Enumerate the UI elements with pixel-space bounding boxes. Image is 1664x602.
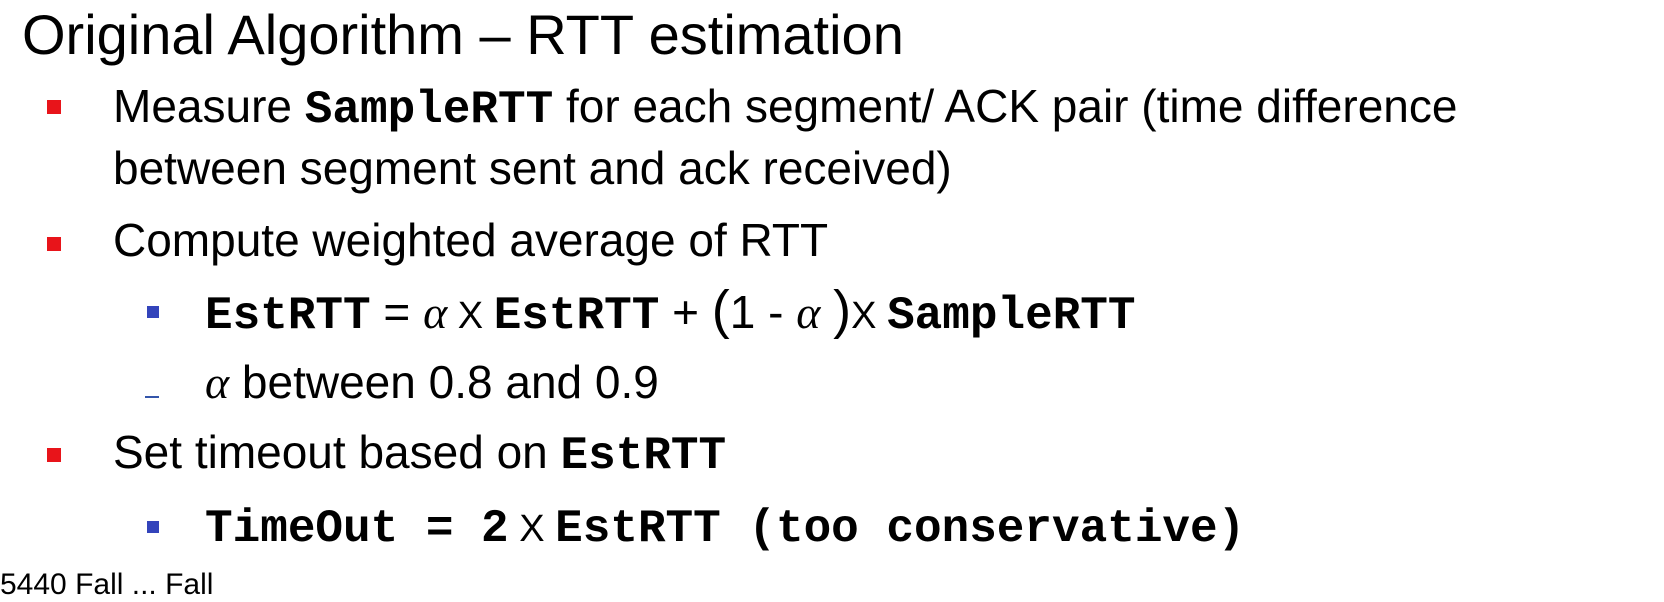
bullet-compute: Compute weighted average of RTT <box>113 214 829 266</box>
bullet-measure-pre: Measure <box>113 80 305 132</box>
estrtt-formula: EstRTT = α X EstRTT + (1 - α )X SampleRT… <box>205 282 1136 344</box>
dash-bullet-icon <box>145 396 159 398</box>
code-samplertt: SampleRTT <box>304 84 554 136</box>
slide-title: Original Algorithm – RTT estimation <box>22 3 904 66</box>
bullet-measure-post: for each segment/ ACK pair (time differe… <box>553 80 1458 132</box>
bullet-measure-line1: Measure SampleRTT for each segment/ ACK … <box>113 78 1457 138</box>
red-square-bullet-icon <box>47 237 61 251</box>
timeout-formula: TimeOut = 2 X EstRTT (too conservative) <box>205 497 1245 557</box>
formula-lhs: EstRTT <box>205 290 371 342</box>
formula-alpha-2: α <box>796 287 821 338</box>
formula-one-minus: 1 - <box>729 286 797 338</box>
blue-square-bullet-icon <box>147 521 159 533</box>
slide: Original Algorithm – RTT estimation Meas… <box>0 3 1457 601</box>
red-square-bullet-icon <box>47 448 61 462</box>
timeout-lhs: TimeOut = 2 <box>205 503 509 555</box>
formula-alpha: α <box>423 287 448 338</box>
formula-plus: + <box>659 286 712 338</box>
formula-times-2: X <box>851 295 888 337</box>
blue-square-bullet-icon <box>147 306 159 318</box>
formula-equals: = <box>370 286 424 338</box>
formula-open-paren: ( <box>711 280 730 340</box>
bullet-timeout: Set timeout based on EstRTT <box>113 424 726 484</box>
formula-close-paren: ) <box>833 280 852 340</box>
bullet-timeout-pre: Set timeout based on <box>113 426 561 478</box>
note-text: between 0.8 and 0.9 <box>229 356 659 408</box>
note-alpha: α <box>205 357 230 408</box>
slide-footer: 5440 Fall ... Fall <box>0 568 214 601</box>
red-square-bullet-icon <box>47 100 61 114</box>
code-estrtt: EstRTT <box>560 430 727 482</box>
alpha-range-note: α between 0.8 and 0.9 <box>205 354 659 411</box>
timeout-times: X <box>508 508 556 550</box>
formula-times: X <box>447 295 494 337</box>
timeout-rest: EstRTT (too conservative) <box>555 503 1246 555</box>
formula-estrtt: EstRTT <box>493 290 660 342</box>
bullet-measure-line2: between segment sent and ack received) <box>113 142 952 194</box>
formula-samplertt: SampleRTT <box>887 290 1136 342</box>
